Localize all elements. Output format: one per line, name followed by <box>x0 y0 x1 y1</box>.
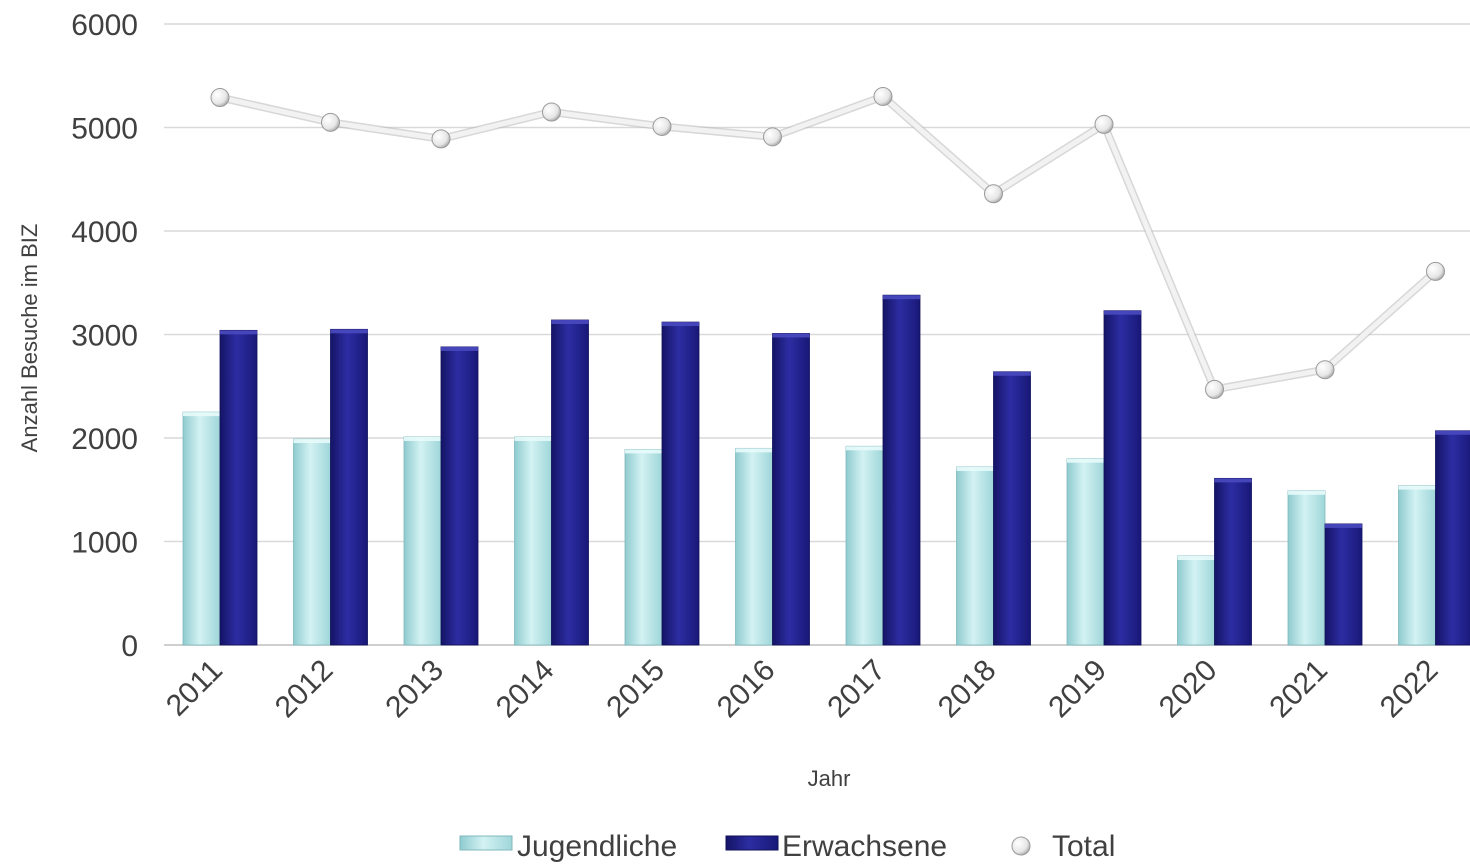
bar-jugendliche <box>403 436 442 646</box>
bar-jugendliche <box>293 438 331 646</box>
bar-jugendliche-cap <box>1177 555 1215 560</box>
bar-jugendliche <box>624 448 663 646</box>
total-point <box>542 102 561 122</box>
bar-erwachsene <box>440 346 479 646</box>
bar-jugendliche-cap <box>625 449 662 454</box>
bar-jugendliche <box>1398 485 1436 646</box>
bar-erwachsene-cap <box>1214 478 1252 483</box>
bar-erwachsene <box>882 294 921 646</box>
total-point <box>763 127 782 147</box>
total-point <box>873 86 893 106</box>
total-point <box>431 129 451 149</box>
bar-erwachsene <box>219 329 258 646</box>
bar-jugendliche <box>514 436 552 646</box>
bar-jugendliche <box>1066 458 1105 646</box>
legend: Jugendliche Erwachsene Total <box>459 830 1115 863</box>
bar-erwachsene <box>330 328 368 646</box>
bar-jugendliche <box>1177 555 1215 646</box>
bar-erwachsene-cap <box>1325 523 1362 528</box>
y-axis: 0 1000 2000 3000 4000 5000 6000 <box>71 9 138 663</box>
bar-jugendliche <box>182 411 221 646</box>
bar-erwachsene <box>1214 477 1252 646</box>
total-point <box>1094 114 1114 134</box>
x-axis-title: Jahr <box>808 766 851 791</box>
bar-jugendliche <box>845 445 884 646</box>
total-point <box>652 116 672 136</box>
bar-erwachsene-cap <box>551 320 589 325</box>
x-tick-label: 2020 <box>1153 654 1224 725</box>
bar-jugendliche-cap <box>404 436 441 441</box>
bar-jugendliche-cap <box>293 439 331 444</box>
bar-erwachsene-cap <box>662 322 699 327</box>
bar-jugendliche-cap <box>956 466 994 471</box>
x-tick-label: 2012 <box>269 654 340 725</box>
bar-erwachsene-cap <box>993 371 1031 376</box>
bar-jugendliche-cap <box>1398 485 1436 490</box>
x-tick-label: 2017 <box>821 654 892 725</box>
y-tick-label: 0 <box>121 630 138 663</box>
y-tick-label: 6000 <box>71 9 138 42</box>
bar-jugendliche <box>956 466 994 646</box>
legend-label-total: Total <box>1052 830 1115 863</box>
y-tick-label: 3000 <box>71 320 138 353</box>
total-line-path <box>219 93 1438 392</box>
bar-erwachsene <box>772 333 810 646</box>
y-tick-label: 4000 <box>71 216 138 249</box>
bar-jugendliche-cap <box>183 412 220 417</box>
bar-jugendliche <box>735 447 773 646</box>
bar-erwachsene-cap <box>1435 430 1470 435</box>
x-tick-label: 2021 <box>1263 654 1334 725</box>
x-tick-label: 2022 <box>1374 654 1445 725</box>
bar-jugendliche-cap <box>735 448 773 453</box>
legend-label-jugendliche: Jugendliche <box>517 830 677 863</box>
bar-erwachsene-cap <box>441 346 478 351</box>
legend-swatch-jugendliche <box>459 835 513 851</box>
y-axis-title: Anzahl Besuche im BIZ <box>17 224 42 453</box>
bar-erwachsene-cap <box>330 329 368 334</box>
bar-jugendliche-cap <box>1288 490 1325 495</box>
x-tick-label: 2014 <box>490 654 561 725</box>
legend-swatch-total <box>1011 836 1031 856</box>
bar-erwachsene <box>1324 523 1363 646</box>
total-point <box>984 184 1003 204</box>
total-point <box>1205 379 1224 399</box>
bar-erwachsene-cap <box>1104 310 1141 315</box>
x-tick-label: 2015 <box>600 654 671 725</box>
bar-erwachsene <box>661 321 700 646</box>
legend-swatch-erwachsene <box>725 835 779 851</box>
bar-jugendliche <box>1287 490 1326 646</box>
y-tick-label: 1000 <box>71 527 138 560</box>
bar-jugendliche-cap <box>514 436 552 441</box>
bar-erwachsene <box>993 371 1031 646</box>
bars <box>182 294 1470 646</box>
x-tick-label: 2018 <box>932 654 1003 725</box>
y-tick-label: 5000 <box>71 113 138 146</box>
x-tick-label: 2016 <box>711 654 782 725</box>
total-point <box>1315 360 1335 380</box>
bar-jugendliche-cap <box>846 446 883 451</box>
total-line <box>210 86 1445 399</box>
total-point <box>210 87 230 107</box>
bar-erwachsene <box>1435 430 1470 646</box>
total-line-shadow <box>219 92 1439 394</box>
x-tick-label: 2019 <box>1042 654 1113 725</box>
x-axis: 2011 2012 2013 2014 2015 2016 2017 2018 2019 2020… <box>160 654 1444 725</box>
bar-erwachsene <box>551 319 589 646</box>
total-point <box>1426 261 1445 281</box>
x-tick-label: 2011 <box>160 654 229 723</box>
x-tick-label: 2013 <box>379 654 450 725</box>
bar-erwachsene <box>1103 310 1142 646</box>
bar-erwachsene-cap <box>883 295 920 300</box>
y-tick-label: 2000 <box>71 423 138 456</box>
legend-label-erwachsene: Erwachsene <box>782 830 947 863</box>
bar-erwachsene-cap <box>220 330 257 335</box>
bar-erwachsene-cap <box>772 333 810 338</box>
bar-jugendliche-cap <box>1067 458 1104 463</box>
total-point <box>321 112 340 132</box>
